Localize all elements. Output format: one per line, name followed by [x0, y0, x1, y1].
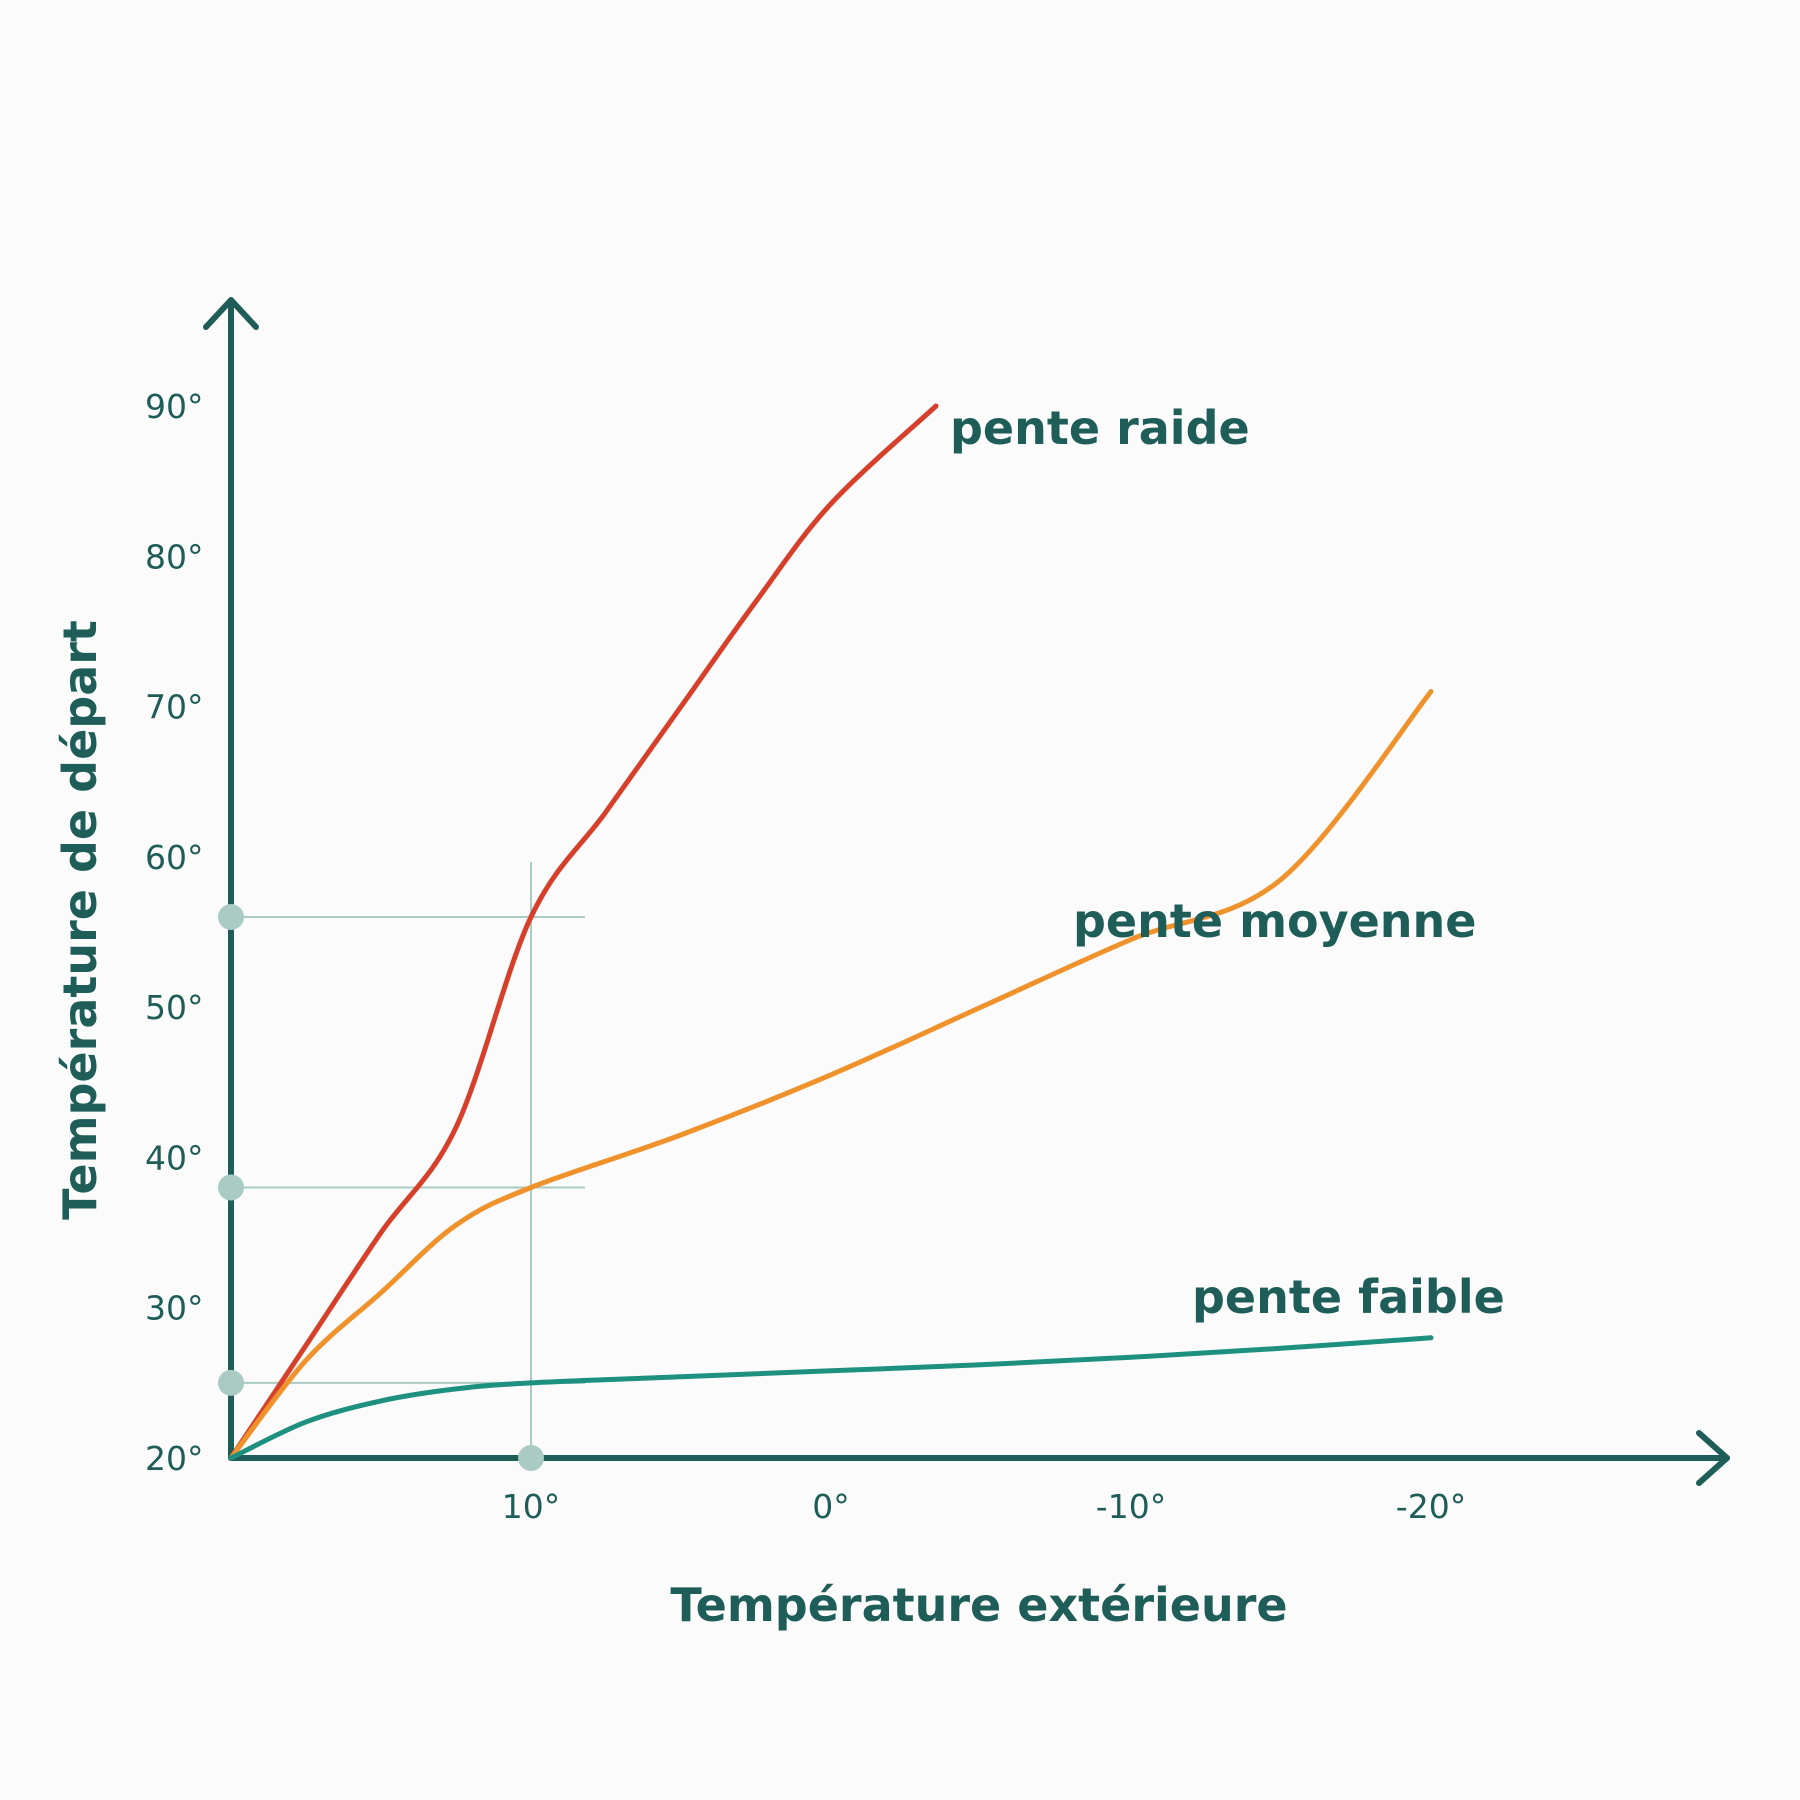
x-axis-title: Température extérieure	[670, 1578, 1287, 1632]
y-tick-label: 40°	[145, 1138, 204, 1177]
x-tick-label: 10°	[502, 1487, 561, 1526]
y-tick-label: 60°	[145, 838, 204, 877]
y-tick-label: 30°	[145, 1289, 204, 1328]
y-axis-title: Température de départ	[53, 620, 107, 1220]
series-label-pente-faible: pente faible	[1192, 1270, 1505, 1324]
series-layer	[228, 403, 1434, 1461]
y-tick-label: 80°	[145, 537, 204, 576]
y-tick-label: 70°	[145, 688, 204, 727]
series-line-pente-faible	[228, 1335, 1434, 1461]
tick-labels-layer: 20° 30° 40° 50° 60° 70° 80° 90° 10° 0° -10° -20°	[145, 387, 1466, 1526]
x-tick-label: -20°	[1396, 1487, 1466, 1526]
series-label-pente-moyenne: pente moyenne	[1073, 894, 1477, 948]
y-axis-arrowhead	[203, 297, 259, 330]
reference-marker-y-0	[218, 903, 244, 930]
y-tick-label: 90°	[145, 387, 204, 426]
reference-marker-x-3	[518, 1445, 544, 1471]
series-label-pente-raide: pente raide	[950, 401, 1250, 455]
axes-layer	[203, 297, 1730, 1486]
series-line-pente-moyenne	[228, 689, 1434, 1461]
x-tick-label: -10°	[1096, 1487, 1166, 1526]
y-tick-label: 20°	[145, 1439, 204, 1478]
reference-marker-y-2	[218, 1369, 244, 1396]
reference-lines-layer	[231, 862, 585, 1458]
x-tick-label: 0°	[812, 1487, 850, 1526]
x-axis-arrowhead	[1696, 1430, 1730, 1486]
reference-marker-y-1	[218, 1174, 244, 1201]
reference-markers-layer	[218, 903, 544, 1471]
y-tick-label: 50°	[145, 988, 204, 1027]
series-line-pente-raide	[228, 403, 939, 1461]
